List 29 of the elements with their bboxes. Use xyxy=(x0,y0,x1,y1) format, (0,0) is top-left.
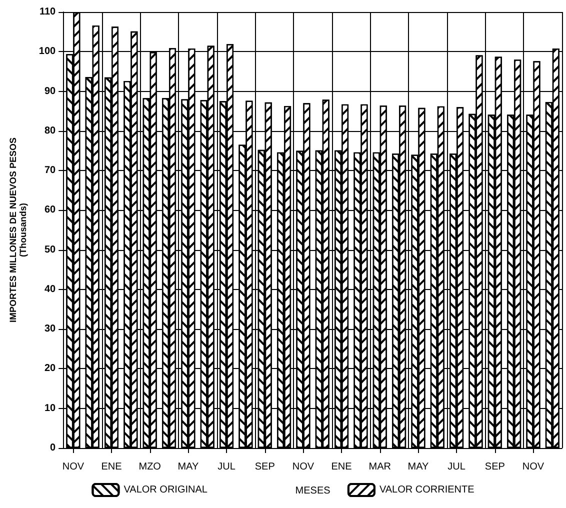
x-tick-label: JUL xyxy=(448,462,466,472)
y-tick-label: 60 xyxy=(44,204,56,216)
y-tick-label: 20 xyxy=(44,363,56,374)
x-tick-label: NOV xyxy=(522,462,544,472)
y-tick-label: 90 xyxy=(44,86,56,97)
legend-label: VALOR CORRIENTE xyxy=(379,484,475,496)
y-tick-label: 40 xyxy=(44,284,56,295)
y-tick-label: 50 xyxy=(44,244,56,256)
x-tick-label: SEP xyxy=(254,462,276,472)
y-tick-label: 0 xyxy=(50,442,56,454)
y-tick-label: 110 xyxy=(39,6,56,18)
x-tick-label: MAY xyxy=(408,462,430,472)
x-tick-label: MZO xyxy=(138,462,162,472)
x-tick-label: ENE xyxy=(101,462,122,472)
y-tick-label: 80 xyxy=(44,125,56,136)
x-tick-label: NOV xyxy=(62,462,84,472)
y-axis-title: IMPORTES MILLONES DE NUEVOS PESOS (Thousands) xyxy=(8,137,28,323)
y-tick-label: 100 xyxy=(38,46,56,58)
x-axis-title: MESES xyxy=(295,486,331,496)
y-tick-label: 70 xyxy=(44,165,56,176)
y-tick-label: 10 xyxy=(44,402,56,414)
x-tick-label: NOV xyxy=(292,462,314,472)
y-tick-label: 30 xyxy=(44,324,56,335)
legend-label: VALOR ORIGINAL xyxy=(124,484,208,496)
x-tick-label: SEP xyxy=(484,462,506,472)
x-tick-label: ENE xyxy=(331,462,352,472)
x-tick-label: MAR xyxy=(368,462,392,472)
x-tick-label: JUL xyxy=(218,462,236,472)
x-tick-label: MAY xyxy=(178,462,199,472)
